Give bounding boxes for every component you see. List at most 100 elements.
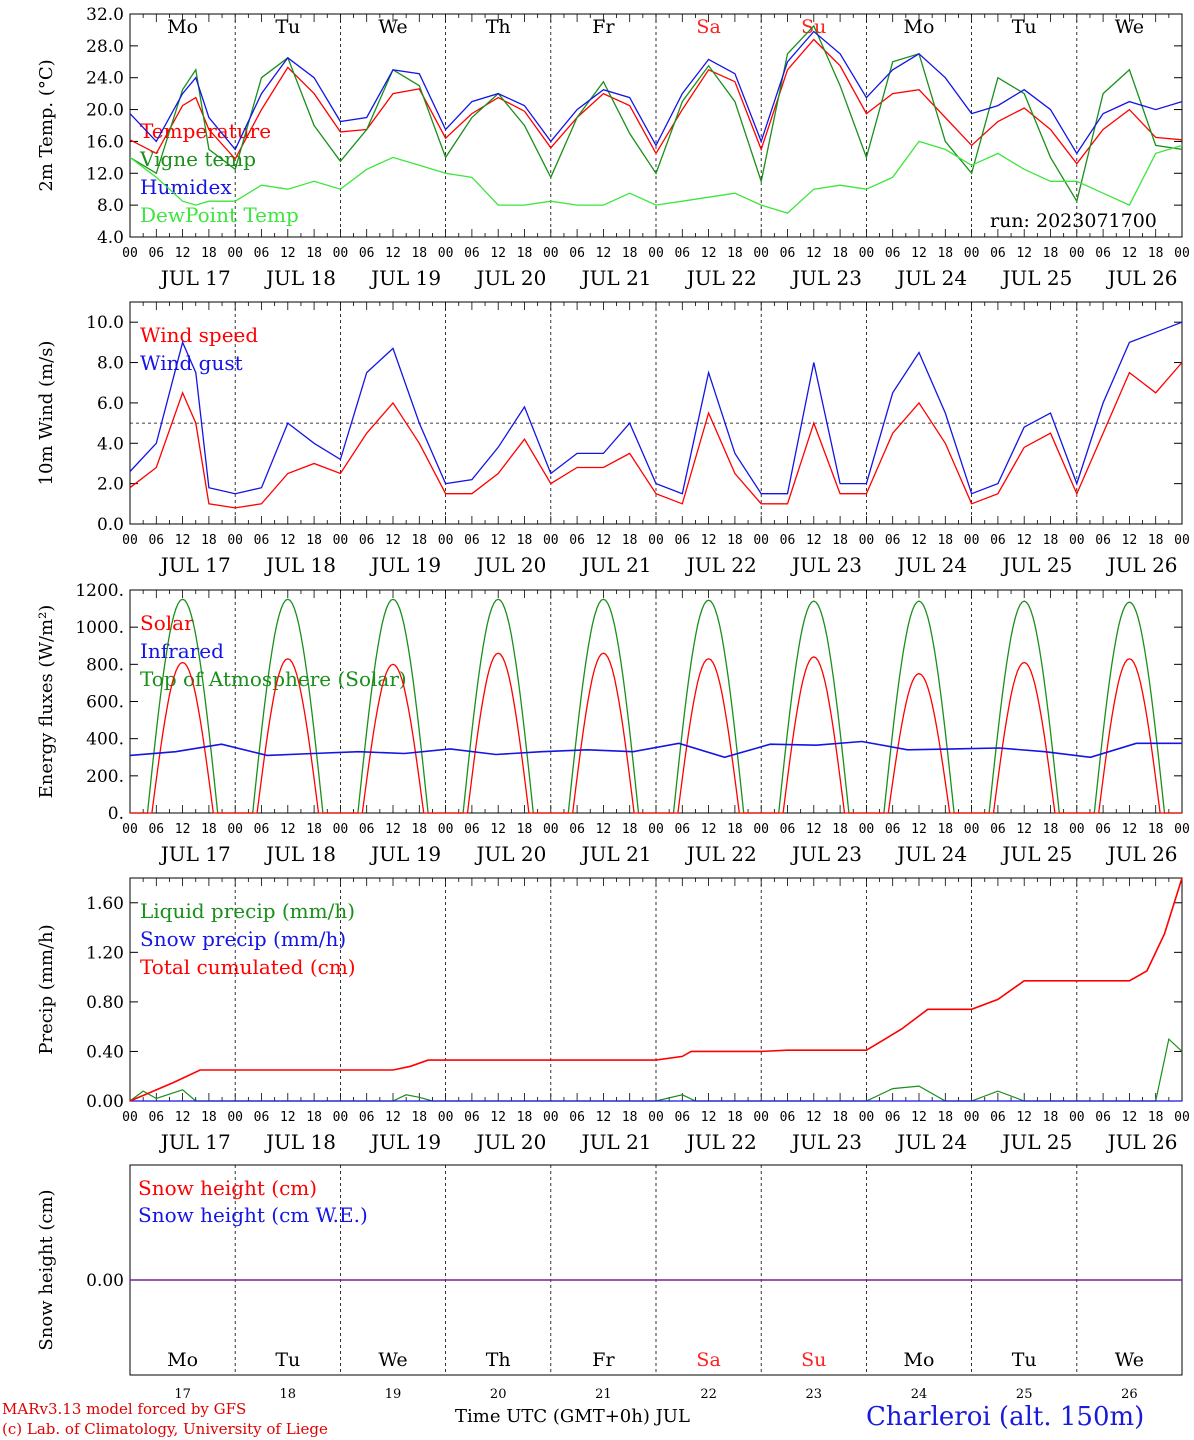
y-tick-label: 0.40: [86, 1042, 124, 1062]
hour-tick-label: 18: [306, 822, 322, 837]
hour-tick-label: 12: [701, 1110, 717, 1125]
day-label: We: [1115, 16, 1144, 38]
series-humidex: [129, 30, 1183, 155]
hour-tick-label: 12: [1122, 246, 1138, 261]
day-number: 23: [806, 1387, 823, 1402]
date-label: JUL 23: [790, 553, 862, 577]
hour-tick-label: 00: [227, 533, 243, 548]
hour-tick-label: 00: [859, 533, 875, 548]
hour-tick-label: 12: [385, 1110, 401, 1125]
hour-tick-label: 06: [674, 822, 690, 837]
hour-tick-label: 06: [1095, 533, 1111, 548]
hour-tick-label: 18: [201, 822, 217, 837]
hour-tick-label: 00: [1069, 533, 1085, 548]
legend-snow-precip-mm-h-: Snow precip (mm/h): [140, 927, 346, 951]
hour-tick-label: 00: [438, 822, 454, 837]
date-label: JUL 23: [790, 842, 862, 866]
day-number: 22: [700, 1387, 717, 1402]
hour-tick-label: 12: [1016, 533, 1032, 548]
day-label: Mo: [904, 16, 935, 38]
day-number: 17: [174, 1387, 191, 1402]
day-label: Su: [801, 1349, 826, 1371]
hour-tick-label: 06: [359, 246, 375, 261]
hour-tick-label: 06: [148, 246, 164, 261]
hour-tick-label: 18: [411, 246, 427, 261]
hour-tick-label: 12: [1016, 246, 1032, 261]
date-label: JUL 20: [474, 553, 546, 577]
day-label: Th: [486, 1349, 511, 1371]
hour-tick-label: 00: [753, 533, 769, 548]
date-label: JUL 18: [264, 842, 336, 866]
y-tick-label: 6.0: [97, 394, 124, 414]
hour-tick-label: 06: [885, 533, 901, 548]
hour-tick-label: 00: [122, 1110, 138, 1125]
y-tick-label: 12.0: [86, 164, 124, 184]
date-label: JUL 21: [580, 266, 652, 290]
hour-tick-label: 06: [569, 246, 585, 261]
y-tick-label: 28.0: [86, 37, 124, 57]
date-label: JUL 19: [369, 842, 441, 866]
y-tick-label: 24.0: [86, 69, 124, 89]
day-label: We: [378, 1349, 407, 1371]
legend-total-cumulated-cm-: Total cumulated (cm): [140, 955, 356, 979]
date-label: JUL 19: [369, 266, 441, 290]
hour-tick-label: 12: [385, 822, 401, 837]
series-vigne-temp: [129, 24, 1183, 203]
date-label: JUL 21: [580, 842, 652, 866]
hour-tick-label: 00: [964, 822, 980, 837]
hour-tick-label: 00: [227, 1110, 243, 1125]
hour-tick-label: 18: [937, 533, 953, 548]
hour-tick-label: 06: [674, 1110, 690, 1125]
y-tick-label: 1000.: [75, 618, 124, 638]
date-label: JUL 17: [159, 1130, 231, 1154]
hour-tick-label: 00: [859, 246, 875, 261]
hour-tick-label: 06: [780, 1110, 796, 1125]
hour-tick-label: 06: [1095, 1110, 1111, 1125]
series-total-cumulated-cm-: [129, 877, 1183, 1102]
hour-tick-label: 18: [306, 1110, 322, 1125]
date-label: JUL 26: [1106, 266, 1178, 290]
date-label: JUL 21: [580, 1130, 652, 1154]
hour-tick-label: 06: [464, 1110, 480, 1125]
hour-tick-label: 00: [122, 246, 138, 261]
hour-tick-label: 06: [780, 822, 796, 837]
hour-tick-label: 12: [280, 1110, 296, 1125]
y-axis-label: 2m Temp. (°C): [36, 59, 57, 191]
hour-tick-label: 00: [964, 533, 980, 548]
hour-tick-label: 00: [543, 533, 559, 548]
hour-tick-label: 18: [517, 1110, 533, 1125]
date-label: JUL 22: [685, 553, 757, 577]
hour-tick-label: 06: [990, 1110, 1006, 1125]
hour-tick-label: 06: [359, 822, 375, 837]
y-tick-label: 16.0: [86, 132, 124, 152]
series-infrared: [129, 740, 1182, 759]
legend-dewpoint-temp: DewPoint Temp: [140, 203, 299, 227]
hour-tick-label: 00: [122, 822, 138, 837]
hour-tick-label: 00: [438, 246, 454, 261]
hour-tick-label: 18: [937, 1110, 953, 1125]
date-label: JUL 20: [474, 842, 546, 866]
hour-tick-label: 06: [569, 1110, 585, 1125]
hour-tick-label: 18: [727, 533, 743, 548]
hour-tick-label: 00: [1174, 1110, 1190, 1125]
hour-tick-label: 18: [1148, 533, 1164, 548]
series-temperature: [129, 38, 1183, 165]
hour-tick-label: 00: [753, 1110, 769, 1125]
day-label: Tu: [275, 1349, 300, 1371]
y-tick-label: 0.0: [97, 515, 124, 535]
hour-tick-label: 18: [201, 246, 217, 261]
hour-tick-label: 06: [254, 246, 270, 261]
hour-tick-label: 12: [490, 1110, 506, 1125]
hour-tick-label: 12: [490, 246, 506, 261]
y-tick-label: 0.00: [86, 1271, 124, 1291]
hour-tick-label: 06: [359, 1110, 375, 1125]
day-number: 20: [490, 1387, 507, 1402]
hour-tick-label: 00: [1069, 246, 1085, 261]
hour-tick-label: 18: [832, 822, 848, 837]
hour-tick-label: 12: [175, 822, 191, 837]
y-axis-label: 10m Wind (m/s): [36, 341, 57, 486]
model-credit: MARv3.13 model forced by GFS: [2, 1400, 247, 1418]
hour-tick-label: 12: [806, 533, 822, 548]
hour-tick-label: 06: [674, 246, 690, 261]
hour-tick-label: 06: [148, 1110, 164, 1125]
